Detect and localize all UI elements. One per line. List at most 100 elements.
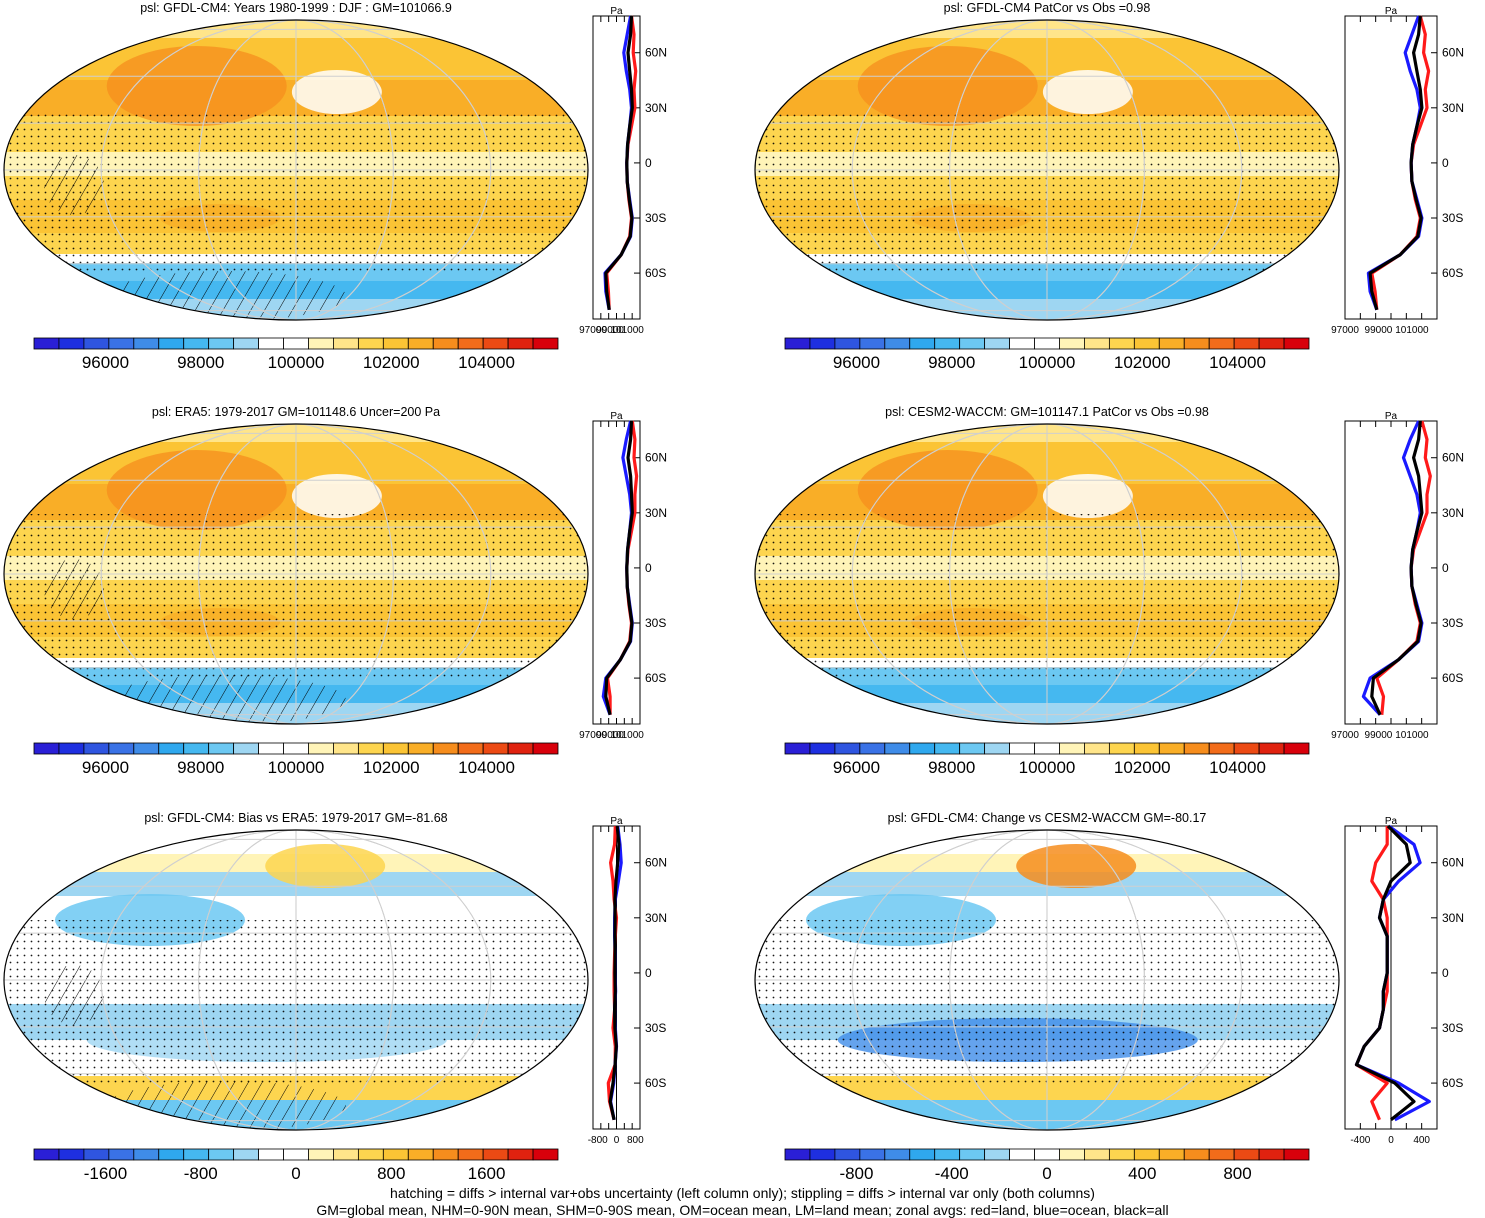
colorbar-swatch <box>333 1148 359 1161</box>
colorbar-swatch <box>233 337 259 350</box>
colorbar-swatch <box>283 1148 309 1161</box>
map-outline <box>754 19 1340 321</box>
panel-title: psl: ERA5: 1979-2017 GM=101148.6 Uncer=2… <box>152 405 440 419</box>
panel-title: psl: CESM2-WACCM: GM=101147.1 PatCor vs … <box>885 405 1209 419</box>
colorbar: 96000 98000 100000 102000 104000 <box>33 337 559 372</box>
colorbar-swatch <box>333 742 359 755</box>
colorbar-swatch <box>357 1148 384 1161</box>
zonal-title: Pa <box>1385 411 1398 422</box>
high-pressure-blob <box>106 450 287 530</box>
hatching <box>44 559 105 619</box>
high-pressure-blob <box>857 46 1038 126</box>
zonal-ytick-label: 30S <box>645 1021 666 1035</box>
colorbar-tick-label: 0 <box>1042 1164 1051 1183</box>
low-pressure-blob <box>1042 474 1133 518</box>
footer-line-2: GM=global mean, NHM=0-90N mean, SHM=0-90… <box>316 1202 1169 1218</box>
colorbar-tick-label: 96000 <box>82 758 129 777</box>
colorbar-tick-label: 98000 <box>928 758 975 777</box>
zonal-title: Pa <box>1385 6 1398 17</box>
map <box>4 424 588 724</box>
zonal-frame <box>592 420 641 725</box>
zonal-ytick-label: 0 <box>1442 561 1449 575</box>
graticule <box>851 424 1243 724</box>
colorbar-swatch <box>83 742 110 755</box>
zonal-series-black <box>1354 824 1416 1122</box>
zonal-ytick-label: 0 <box>645 561 652 575</box>
hatching <box>44 155 105 215</box>
colorbar-swatch <box>58 1148 85 1161</box>
colorbar-swatch <box>1158 337 1185 350</box>
colorbar-swatch <box>507 1148 534 1161</box>
graticule <box>198 830 394 1130</box>
colorbar: 96000 98000 100000 102000 104000 <box>784 742 1310 777</box>
map-outline <box>3 423 589 725</box>
colorbar-swatch <box>233 1148 259 1161</box>
zonal-title: Pa <box>610 6 623 17</box>
colorbar-swatch <box>1208 337 1235 350</box>
graticule <box>851 20 1243 320</box>
colorbar-swatch <box>1183 1148 1210 1161</box>
colorbar-tick-label: 96000 <box>833 353 880 372</box>
colorbar-swatch <box>333 337 359 350</box>
colorbar-swatch <box>283 337 309 350</box>
colorbar-swatch <box>208 1148 235 1161</box>
colorbar-tick-label: 98000 <box>928 353 975 372</box>
colorbar-swatch <box>33 337 60 350</box>
colorbar-swatch <box>1108 1148 1135 1161</box>
zonal-xtick-label: 101000 <box>1395 730 1429 741</box>
colorbar-swatch <box>934 337 961 350</box>
colorbar-swatch <box>507 742 534 755</box>
colorbar-swatch <box>1283 1148 1310 1161</box>
colorbar-swatch <box>909 1148 936 1161</box>
zonal-ytick-label: 30S <box>1442 211 1463 225</box>
colorbar: -800 -400 0 400 800 <box>784 1148 1310 1183</box>
colorbar-swatch <box>784 742 811 755</box>
colorbar-swatch <box>984 1148 1010 1161</box>
colorbar-swatch <box>208 337 235 350</box>
colorbar-swatch <box>108 742 135 755</box>
panel-title: psl: GFDL-CM4 PatCor vs Obs =0.98 <box>944 1 1151 15</box>
zonal-xtick-label: 99000 <box>596 730 624 741</box>
zonal-xtick-label: 97000 <box>1331 730 1359 741</box>
colorbar-swatch <box>959 1148 986 1161</box>
colorbar-swatch <box>133 337 160 350</box>
colorbar-swatch <box>357 337 384 350</box>
zonal-ytick-label: 30N <box>1442 911 1464 925</box>
colorbar-tick-label: 0 <box>291 1164 300 1183</box>
zonal-ytick-label: 30N <box>1442 506 1464 520</box>
colorbar-swatch <box>482 742 509 755</box>
zonal-ytick-label: 60N <box>1442 46 1464 60</box>
colorbar-swatch <box>1158 742 1185 755</box>
zonal-xtick-label: 101000 <box>1395 325 1429 336</box>
colorbar-swatch <box>809 1148 836 1161</box>
colorbar-swatch <box>1208 1148 1235 1161</box>
map <box>755 20 1339 320</box>
zonal-ytick-label: 60S <box>1442 266 1463 280</box>
colorbar-tick-label: 102000 <box>363 353 420 372</box>
colorbar-swatch <box>183 337 210 350</box>
colorbar: 96000 98000 100000 102000 104000 <box>784 337 1310 372</box>
zonal-xtick-label: 0 <box>614 1135 620 1146</box>
low-pressure-blob <box>1042 70 1133 114</box>
colorbar-swatch <box>33 742 60 755</box>
colorbar-swatch <box>1258 337 1285 350</box>
graticule <box>198 424 394 724</box>
zonal-xtick-label: 800 <box>627 1135 644 1146</box>
colorbar-swatch <box>1133 337 1160 350</box>
map-outline <box>754 423 1340 725</box>
zonal-ytick-label: 30S <box>1442 1021 1463 1035</box>
graticule <box>949 830 1145 1130</box>
panel-title: psl: GFDL-CM4: Bias vs ERA5: 1979-2017 G… <box>144 811 447 825</box>
zonal-ytick-label: 60S <box>645 1076 666 1090</box>
colorbar-swatch <box>1084 1148 1110 1161</box>
colorbar-tick-label: 104000 <box>1209 758 1266 777</box>
high-pressure-blob <box>857 450 1038 530</box>
map-outline <box>3 19 589 321</box>
zonal-series-black <box>604 420 634 716</box>
colorbar-tick-label: 96000 <box>833 758 880 777</box>
high-pressure-blob <box>106 46 287 126</box>
zonal-ytick-label: 30S <box>645 616 666 630</box>
zonal-ytick-label: 30N <box>1442 101 1464 115</box>
